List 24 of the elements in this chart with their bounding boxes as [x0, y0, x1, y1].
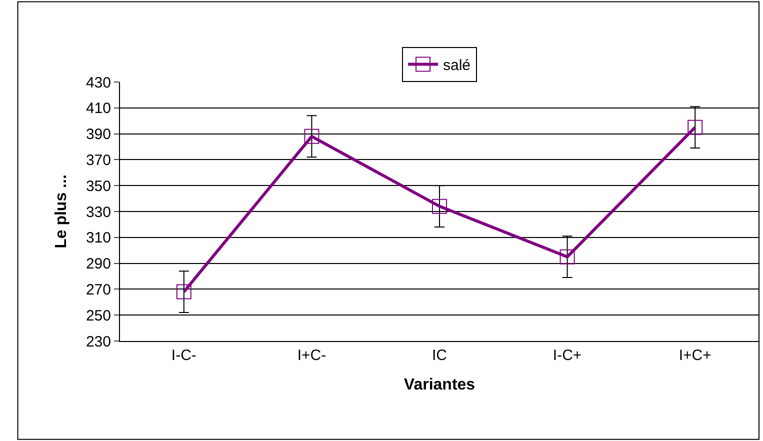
y-tick-label: 390: [86, 126, 111, 144]
y-axis-title: Le plus ...: [52, 174, 70, 248]
y-tick-label: 230: [86, 333, 111, 350]
y-tick-label: 430: [86, 74, 111, 92]
x-tick-label: IC: [432, 347, 448, 364]
y-tick-label: 370: [86, 152, 111, 169]
x-tick-label: I-C+: [552, 347, 582, 364]
point: [304, 128, 320, 144]
point: [432, 198, 447, 214]
x-tick-label: I+C-: [297, 347, 326, 364]
x-axis-title: Variantes: [404, 376, 476, 394]
point: [176, 284, 192, 300]
x-tick-label: I+C+: [678, 347, 712, 364]
legend-label: salé: [443, 57, 471, 74]
y-tick-label: 330: [86, 204, 111, 221]
y-tick-label: 410: [86, 100, 111, 118]
point: [688, 120, 703, 135]
y-tick-label: 310: [86, 230, 111, 247]
y-tick-label: 270: [86, 281, 111, 298]
x-tick-label: I-C-: [171, 347, 196, 364]
point: [560, 249, 575, 264]
y-tick-label: 290: [86, 256, 111, 273]
y-tick-label: 250: [86, 307, 111, 324]
y-tick-label: 350: [86, 178, 111, 195]
